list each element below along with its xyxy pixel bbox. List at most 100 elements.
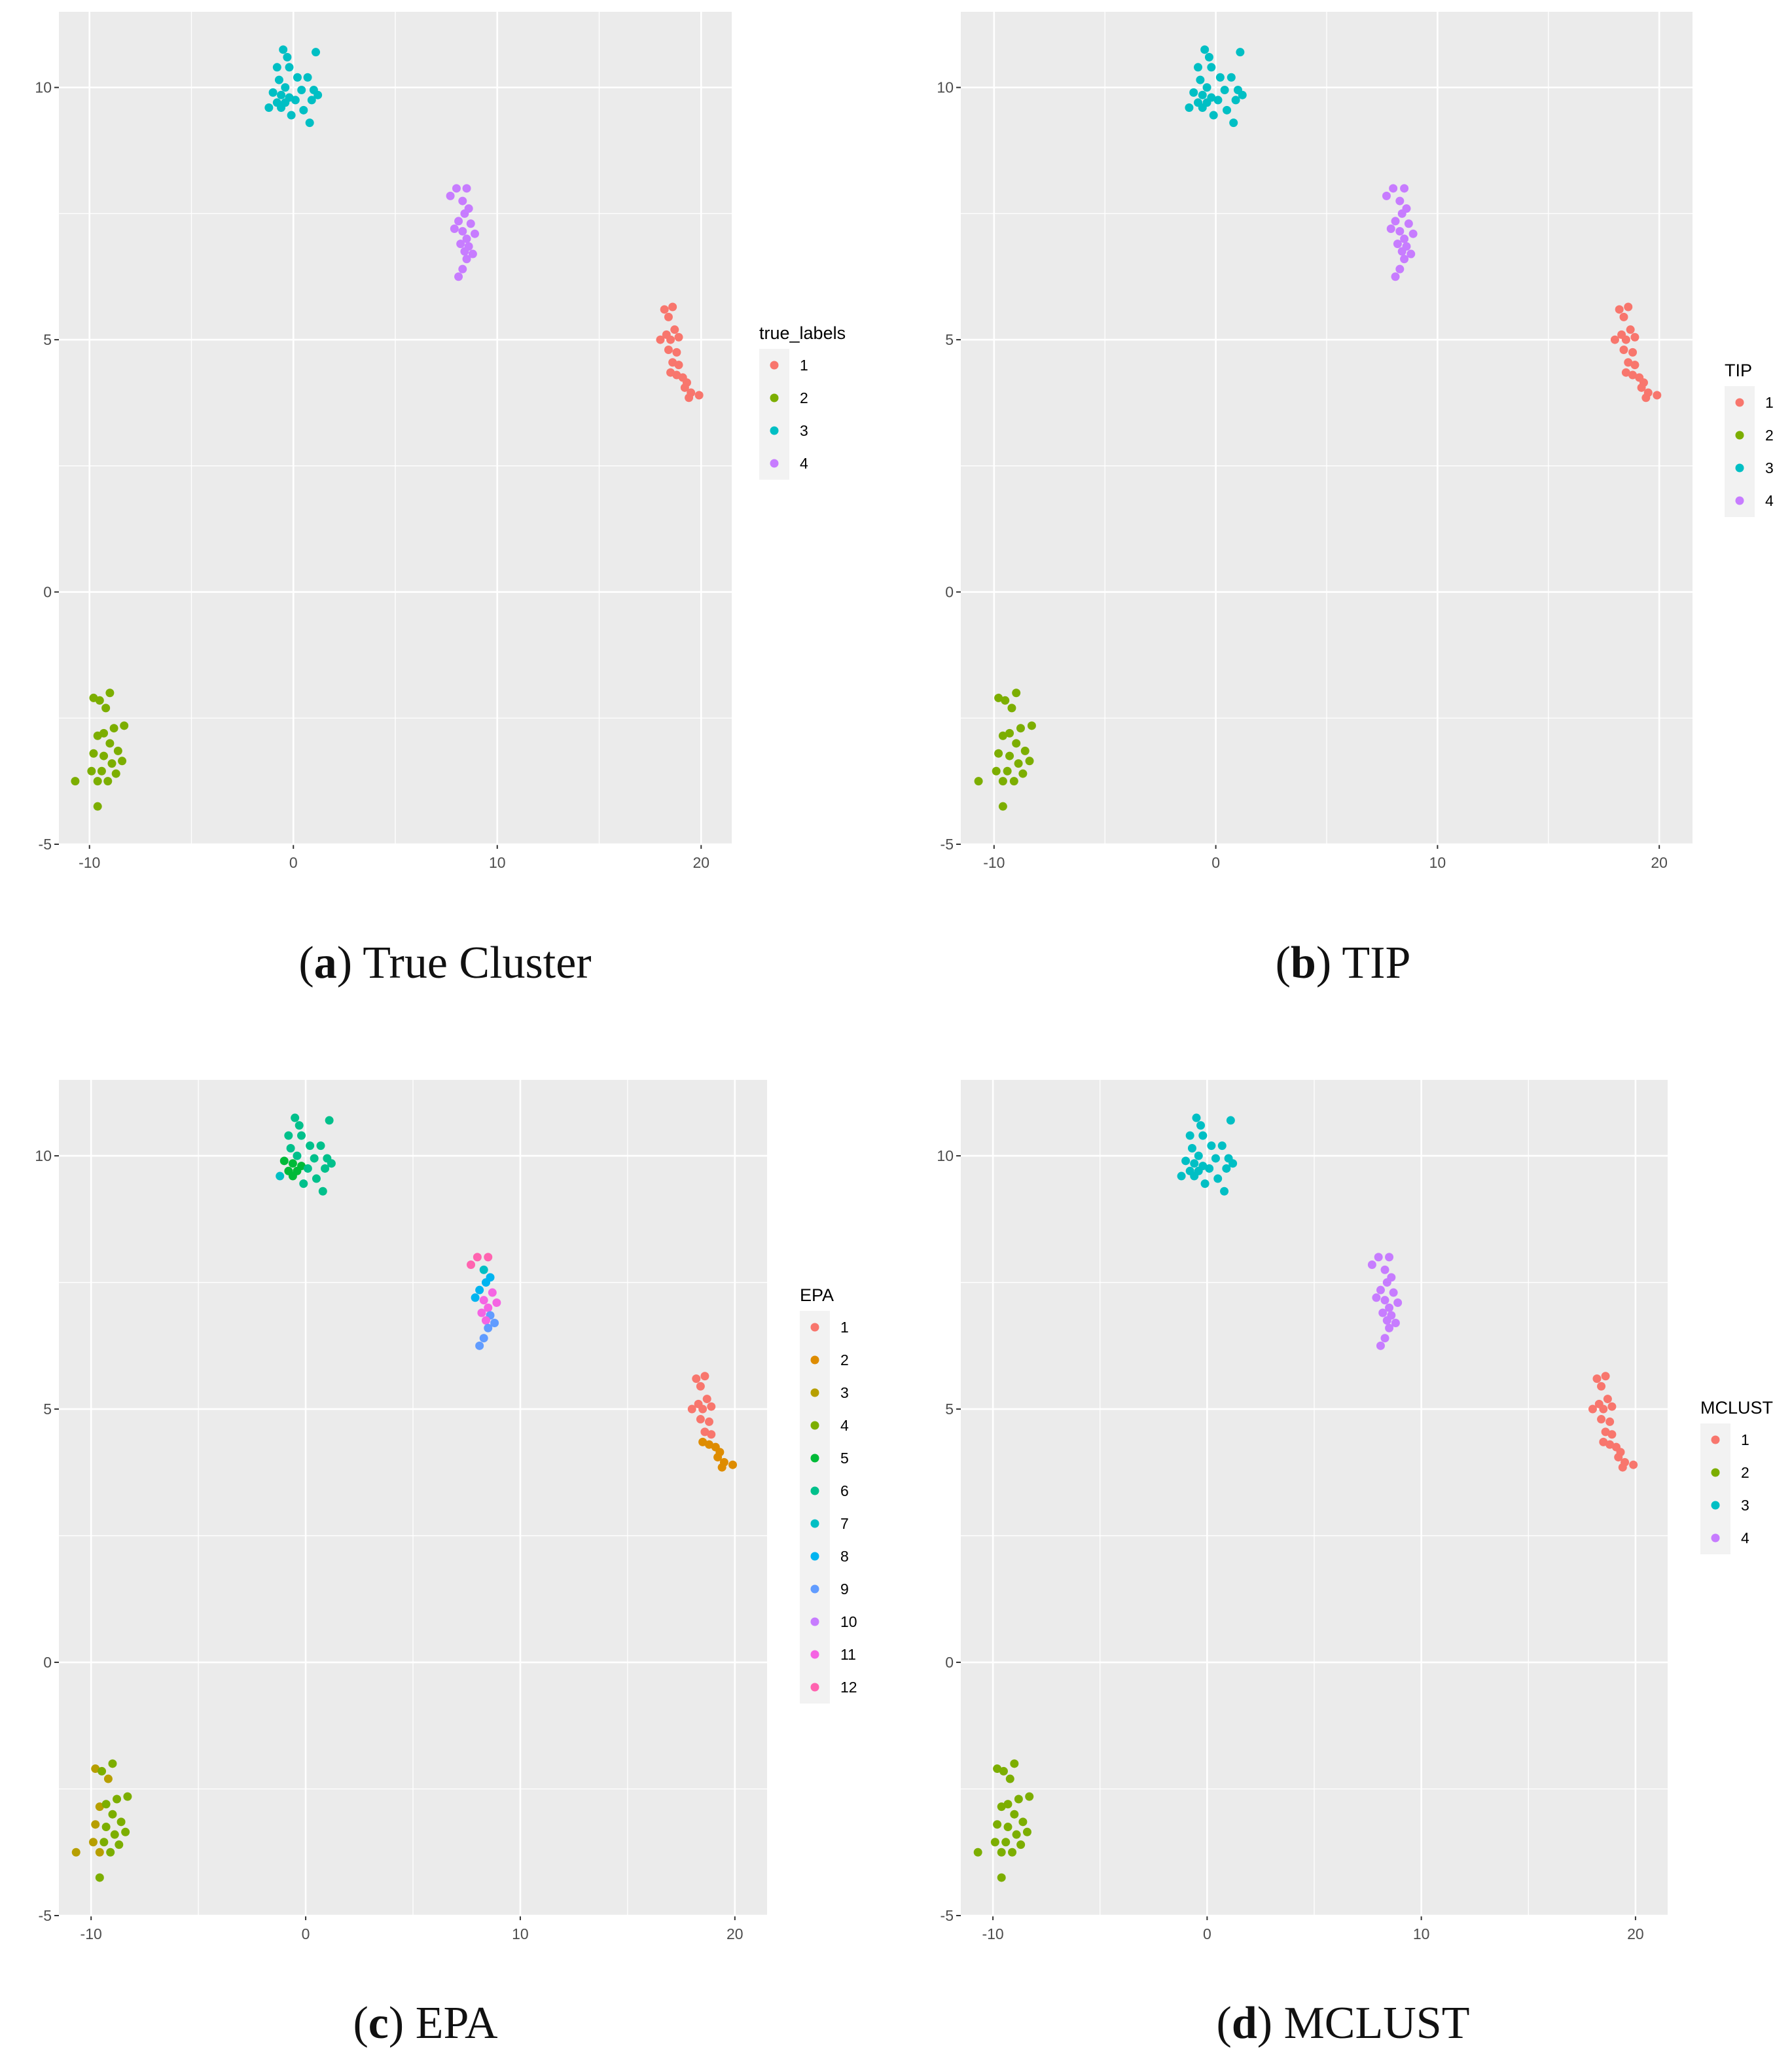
data-point	[1618, 1463, 1627, 1472]
data-point	[1393, 1298, 1403, 1308]
caption-c: (c) EPA	[353, 1998, 498, 2048]
data-point	[450, 224, 459, 233]
data-point	[1192, 1113, 1201, 1122]
data-point	[685, 393, 694, 402]
data-point	[1400, 255, 1409, 264]
data-point	[277, 103, 286, 112]
data-point	[1194, 63, 1203, 72]
legend-key	[810, 1650, 819, 1659]
data-point	[287, 111, 296, 120]
data-point	[1621, 368, 1630, 377]
data-point	[1397, 247, 1407, 256]
data-point	[477, 1308, 486, 1317]
legend-label: 6	[840, 1482, 849, 1499]
data-point	[1220, 1187, 1229, 1196]
legend-key	[810, 1617, 819, 1626]
data-point	[99, 751, 109, 760]
data-point	[98, 1766, 107, 1776]
data-point	[700, 1427, 709, 1437]
data-point	[303, 1164, 312, 1173]
data-point	[312, 48, 321, 57]
data-point	[462, 184, 471, 193]
data-point	[484, 1253, 493, 1262]
data-point	[1385, 1323, 1394, 1332]
data-point	[281, 83, 290, 92]
legend-title: true_labels	[759, 323, 846, 343]
data-point	[1177, 1171, 1186, 1181]
data-point	[696, 1382, 705, 1391]
data-point	[1209, 111, 1218, 120]
data-point	[291, 96, 300, 105]
data-point	[1376, 1341, 1385, 1350]
data-point	[1181, 1156, 1191, 1166]
legend-key	[770, 361, 779, 370]
data-point	[1389, 1288, 1398, 1297]
data-point	[1599, 1404, 1608, 1414]
legend-label: 7	[840, 1515, 849, 1532]
data-point	[717, 1463, 726, 1472]
data-point	[113, 1795, 122, 1804]
data-point	[1007, 704, 1016, 713]
y-tick-label: 0	[43, 1654, 52, 1671]
data-point	[71, 777, 80, 786]
data-point	[994, 749, 1003, 758]
data-point	[1630, 332, 1640, 342]
legend-key-bg	[759, 349, 789, 480]
data-point	[99, 1838, 109, 1847]
data-point	[95, 696, 104, 705]
data-point	[1220, 85, 1229, 94]
legend-key-bg	[800, 1311, 830, 1704]
data-point	[1005, 1774, 1014, 1783]
data-point	[1016, 1840, 1026, 1849]
data-point	[115, 1840, 124, 1849]
data-point	[321, 1164, 330, 1173]
data-point	[702, 1395, 711, 1404]
data-point	[1001, 1838, 1011, 1847]
data-point	[998, 777, 1007, 786]
data-point	[1003, 766, 1012, 776]
data-point	[1227, 73, 1236, 82]
data-point	[1393, 240, 1402, 249]
data-point	[1395, 226, 1405, 236]
data-point	[283, 52, 292, 62]
legend: MCLUST 1 2 3 4	[1700, 1398, 1773, 1554]
data-point	[467, 1260, 476, 1269]
data-point	[105, 688, 115, 698]
data-point	[97, 766, 106, 776]
data-point	[1607, 1430, 1617, 1439]
data-point	[314, 90, 323, 99]
data-point	[680, 383, 689, 392]
data-point	[1376, 1285, 1385, 1295]
data-point	[713, 1453, 723, 1462]
y-tick-label: 10	[937, 79, 954, 96]
data-point	[728, 1460, 738, 1469]
data-point	[1027, 721, 1036, 730]
data-point	[108, 1759, 117, 1768]
data-point	[1228, 1159, 1238, 1168]
data-point	[95, 1873, 104, 1882]
x-tick-label: 0	[289, 854, 298, 871]
data-point	[1205, 1164, 1214, 1173]
y-tick-label: 0	[945, 584, 954, 601]
y-tick-label: 5	[43, 331, 52, 348]
data-point	[470, 229, 479, 238]
data-point	[288, 1159, 297, 1168]
x-tick-label: 0	[1203, 1925, 1211, 1942]
y-tick-label: 10	[937, 1147, 954, 1164]
data-point	[456, 240, 465, 249]
data-point	[88, 1838, 98, 1847]
data-point	[998, 802, 1007, 811]
data-point	[1009, 777, 1018, 786]
data-point	[1222, 1164, 1231, 1173]
legend-label: 8	[840, 1548, 849, 1565]
data-point	[479, 1265, 488, 1274]
legend-key	[810, 1519, 819, 1528]
data-point	[458, 196, 467, 205]
data-point	[1400, 184, 1409, 193]
data-point	[698, 1404, 708, 1414]
data-point	[1014, 1795, 1023, 1804]
y-tick-label: -5	[941, 836, 954, 853]
data-point	[87, 766, 96, 776]
data-point	[1010, 1759, 1019, 1768]
